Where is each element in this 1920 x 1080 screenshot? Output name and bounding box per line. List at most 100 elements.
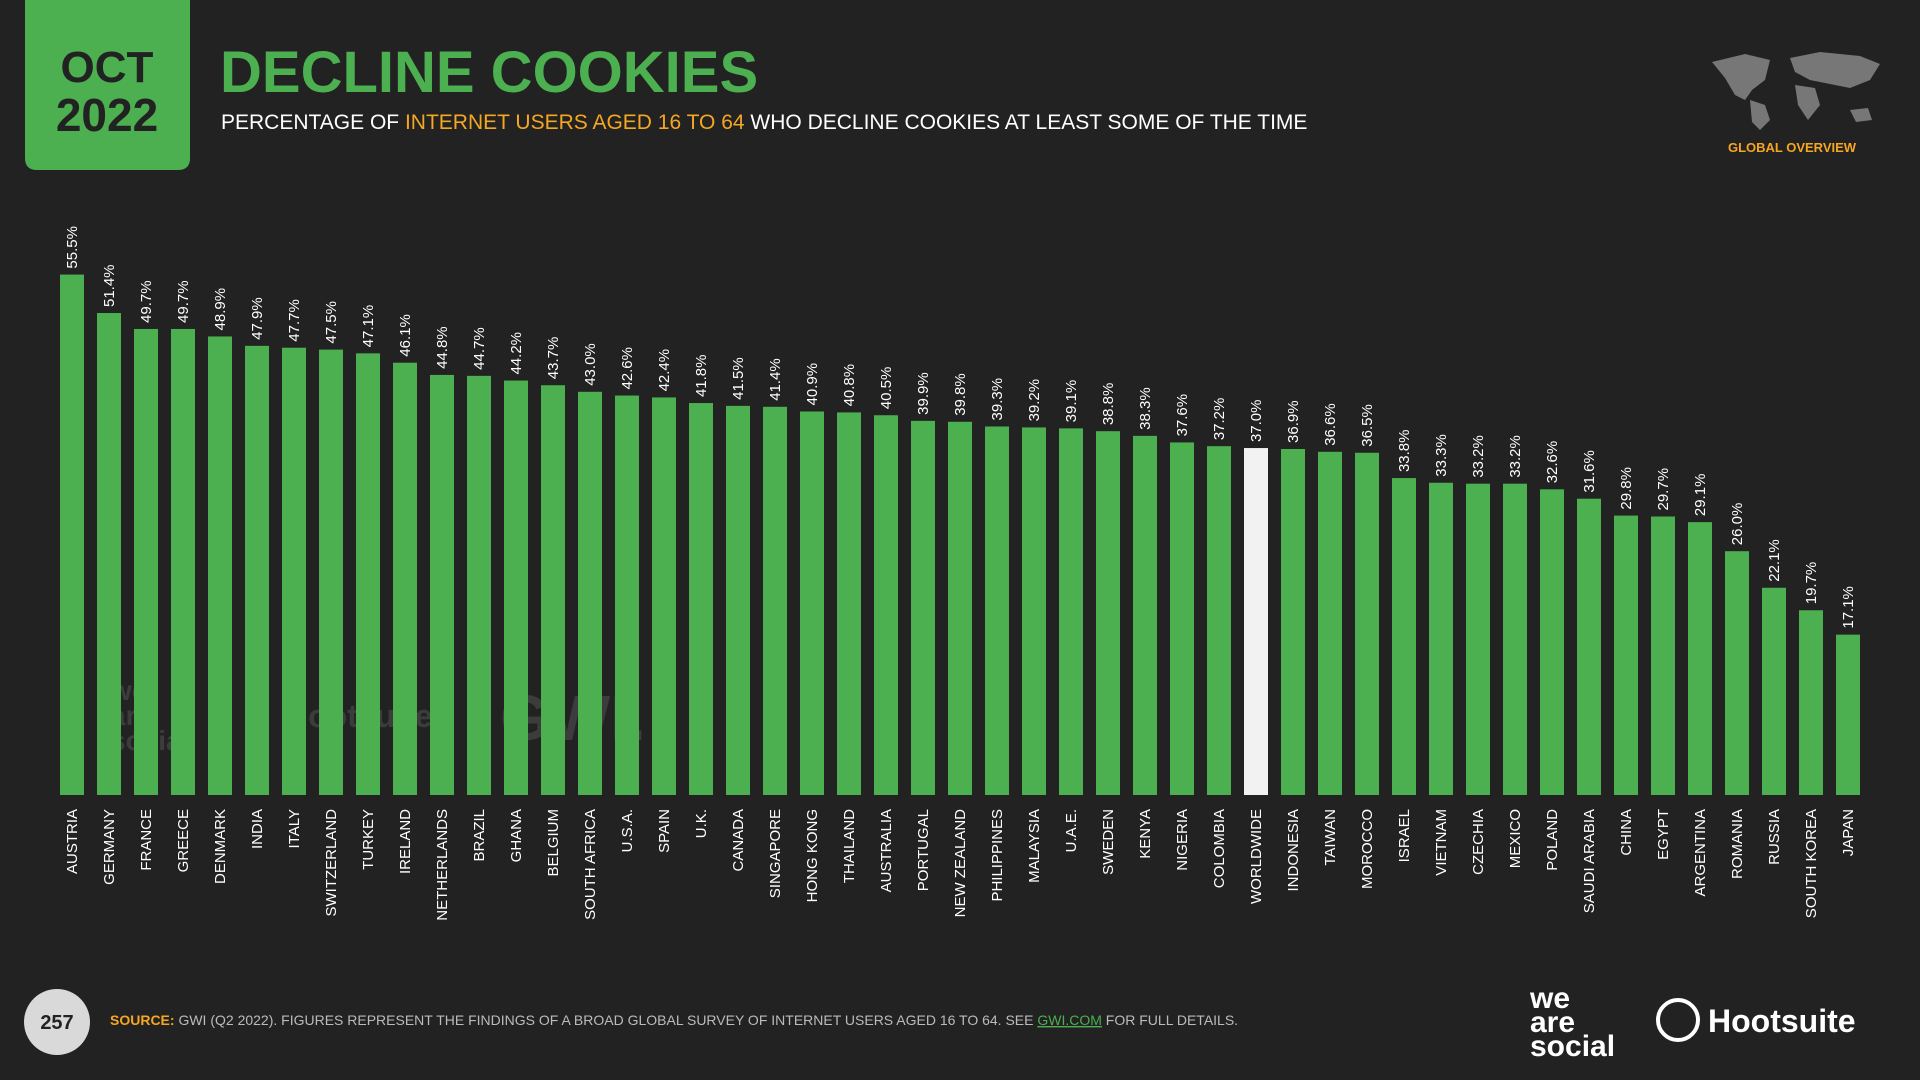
x-tick-label: U.K.	[693, 809, 710, 838]
source-link[interactable]: GWI.COM	[1037, 1012, 1102, 1028]
bar	[1281, 448, 1305, 795]
bar	[1799, 610, 1823, 795]
value-label: 26.0%	[1729, 503, 1746, 546]
x-tick-label: SWEDEN	[1100, 809, 1117, 875]
bar	[874, 415, 898, 795]
value-label: 17.1%	[1840, 586, 1857, 629]
value-label: 40.8%	[841, 364, 858, 407]
x-tick-label: SAUDI ARABIA	[1581, 809, 1598, 913]
subtitle: PERCENTAGE OF INTERNET USERS AGED 16 TO …	[221, 111, 1307, 134]
badge-year: 2022	[56, 89, 158, 141]
x-tick-label: GHANA	[508, 809, 525, 862]
plot: 55.5% AUSTRIA 51.4% GERMANY 49.7% FRANCE 49.7%…	[60, 226, 1860, 921]
value-label: 36.9%	[1285, 400, 1302, 443]
value-label: 48.9%	[212, 288, 229, 331]
x-tick-label: MOROCCO	[1359, 809, 1376, 889]
bar	[171, 328, 195, 795]
bar	[837, 412, 861, 795]
value-label: 37.2%	[1211, 398, 1228, 441]
bar	[1540, 489, 1564, 795]
x-tick-label: NIGERIA	[1174, 809, 1191, 871]
bar	[1725, 551, 1749, 795]
bar	[60, 274, 84, 795]
value-label: 39.1%	[1063, 380, 1080, 423]
value-label: 55.5%	[64, 226, 81, 269]
value-label: 38.3%	[1137, 387, 1154, 430]
value-label: 33.3%	[1433, 434, 1450, 477]
value-label: 39.8%	[952, 373, 969, 416]
x-tick-label: U.S.A.	[619, 809, 636, 852]
value-label: 39.9%	[915, 372, 932, 415]
value-label: 40.5%	[878, 367, 895, 410]
subtitle-part: WHO DECLINE COOKIES AT LEAST SOME OF THE…	[745, 111, 1308, 134]
bar	[1688, 522, 1712, 795]
x-tick-label: AUSTRALIA	[878, 809, 895, 892]
x-tick-label: SPAIN	[656, 809, 673, 853]
bar	[245, 345, 269, 795]
x-tick-label: CZECHIA	[1470, 809, 1487, 875]
x-tick-label: PORTUGAL	[915, 809, 932, 891]
bar	[1429, 482, 1453, 795]
value-label: 43.0%	[582, 343, 599, 386]
bar	[652, 397, 676, 795]
x-tick-label: HONG KONG	[804, 809, 821, 902]
logo-text: we	[1529, 982, 1570, 1015]
logo-owl	[1656, 998, 1700, 1042]
source-label: SOURCE:	[110, 1012, 175, 1028]
bar	[800, 411, 824, 795]
value-label: 44.2%	[508, 332, 525, 375]
value-label: 44.8%	[434, 326, 451, 369]
value-label: 33.8%	[1396, 430, 1413, 473]
x-tick-label: POLAND	[1544, 809, 1561, 871]
x-tick-label: SOUTH KOREA	[1803, 809, 1820, 918]
bar	[1207, 446, 1231, 795]
bar	[1022, 427, 1046, 795]
source-end: FOR FULL DETAILS.	[1102, 1012, 1238, 1028]
bar	[578, 391, 602, 795]
x-tick-label: DENMARK	[212, 809, 229, 884]
x-tick-label: GERMANY	[101, 809, 118, 885]
bar	[134, 328, 158, 795]
value-label: 46.1%	[397, 314, 414, 357]
bar	[356, 353, 380, 795]
x-tick-label: VIETNAM	[1433, 809, 1450, 876]
logo-text: social	[1530, 1030, 1615, 1063]
bar	[1170, 442, 1194, 795]
bar	[1244, 448, 1268, 795]
date-badge	[25, 0, 190, 170]
value-label: 29.7%	[1655, 468, 1672, 511]
bar	[282, 347, 306, 795]
source: SOURCE: GWI (Q2 2022). FIGURES REPRESENT…	[110, 1012, 1238, 1028]
value-label: 41.5%	[730, 357, 747, 400]
bar	[208, 336, 232, 795]
chart-title: DECLINE COOKIES	[220, 40, 758, 105]
bar	[1651, 516, 1675, 795]
value-label: 32.6%	[1544, 441, 1561, 484]
badge-month: OCT	[61, 43, 154, 92]
section-label: GLOBAL OVERVIEW	[1728, 140, 1857, 155]
page-number: 257	[40, 1012, 73, 1034]
x-tick-label: PHILIPPINES	[989, 809, 1006, 902]
x-tick-label: KENYA	[1137, 809, 1154, 859]
value-label: 33.2%	[1470, 435, 1487, 478]
value-label: 49.7%	[138, 280, 155, 323]
x-tick-label: INDONESIA	[1285, 809, 1302, 892]
x-tick-label: JAPAN	[1840, 809, 1857, 856]
value-label: 33.2%	[1507, 435, 1524, 478]
bar	[1503, 483, 1527, 795]
value-label: 44.7%	[471, 327, 488, 370]
x-tick-label: SOUTH AFRICA	[582, 809, 599, 920]
x-tick-label: INDIA	[249, 809, 266, 849]
logo-we-are-social: we are social	[1529, 982, 1615, 1063]
x-tick-label: NETHERLANDS	[434, 809, 451, 921]
value-label: 41.8%	[693, 354, 710, 397]
x-tick-label: COLOMBIA	[1211, 809, 1228, 888]
bar	[393, 362, 417, 795]
logo-hootsuite: Hootsuite	[1708, 1003, 1856, 1039]
bar	[1577, 498, 1601, 795]
value-label: 47.1%	[360, 305, 377, 348]
x-tick-label: ISRAEL	[1396, 809, 1413, 862]
value-label: 49.7%	[175, 280, 192, 323]
x-tick-label: AUSTRIA	[64, 809, 81, 874]
